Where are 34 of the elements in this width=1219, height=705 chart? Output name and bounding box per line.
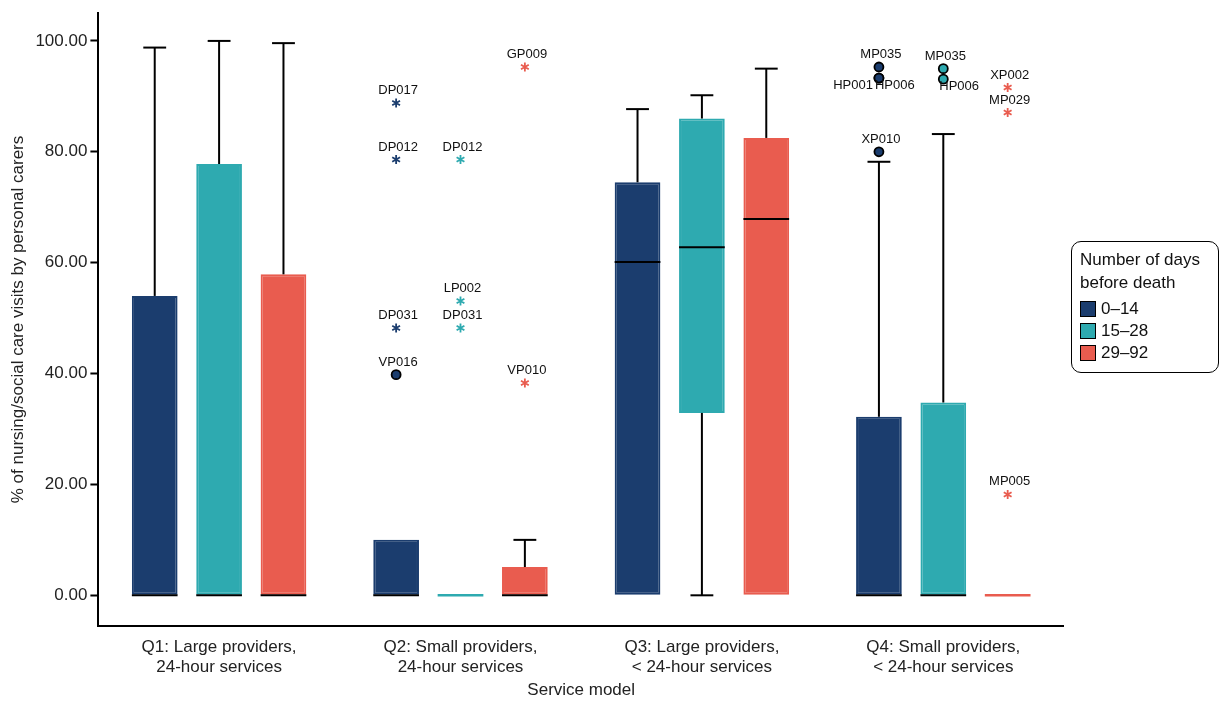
annotation: MP029 (989, 91, 1031, 107)
y-tick-label: 80.00 (44, 141, 88, 161)
annotation: MP005 (989, 473, 1031, 489)
x-tick-label: Q3: Large providers, < 24-hour services (624, 636, 780, 677)
annotation: DP031 (442, 307, 483, 323)
annotation: DP012 (378, 138, 418, 154)
legend-label: 29–92 (1101, 342, 1149, 364)
annotation: DP012 (442, 138, 483, 154)
annotation: DP017 (378, 82, 418, 98)
y-axis-title: % of nursing/social care visits by personal carers (7, 135, 27, 504)
y-tick-label: 40.00 (44, 363, 88, 383)
y-tick-label: 100.00 (35, 30, 88, 50)
annotation: MP035 (924, 47, 966, 63)
legend-label: 15–28 (1101, 320, 1149, 342)
legend-title: Number of days before death (1080, 249, 1201, 294)
y-tick-label: 20.00 (44, 474, 88, 494)
annotation: HP006 (939, 78, 980, 94)
annotation: MP035 (860, 46, 902, 62)
x-tick-label: Q2: Small providers, 24-hour services (383, 636, 538, 677)
annotation: XP002 (990, 66, 1030, 82)
x-axis-title: Service model (527, 680, 636, 700)
annotation: GP009 (506, 46, 548, 62)
annotation: HP006 (874, 77, 915, 93)
x-tick-label: Q4: Small providers, < 24-hour services (866, 636, 1021, 677)
annotation: LP002 (443, 280, 482, 296)
annotation: XP010 (861, 130, 901, 146)
y-tick-label: 60.00 (44, 252, 88, 272)
annotation: HP001 (833, 77, 873, 93)
annotation: DP031 (378, 307, 418, 323)
annotation: VP010 (507, 362, 547, 378)
x-tick-label: Q1: Large providers, 24-hour services (141, 636, 297, 677)
y-tick-label: 0.00 (54, 585, 88, 604)
legend-label: 0–14 (1101, 298, 1139, 320)
annotation: VP016 (378, 353, 418, 369)
